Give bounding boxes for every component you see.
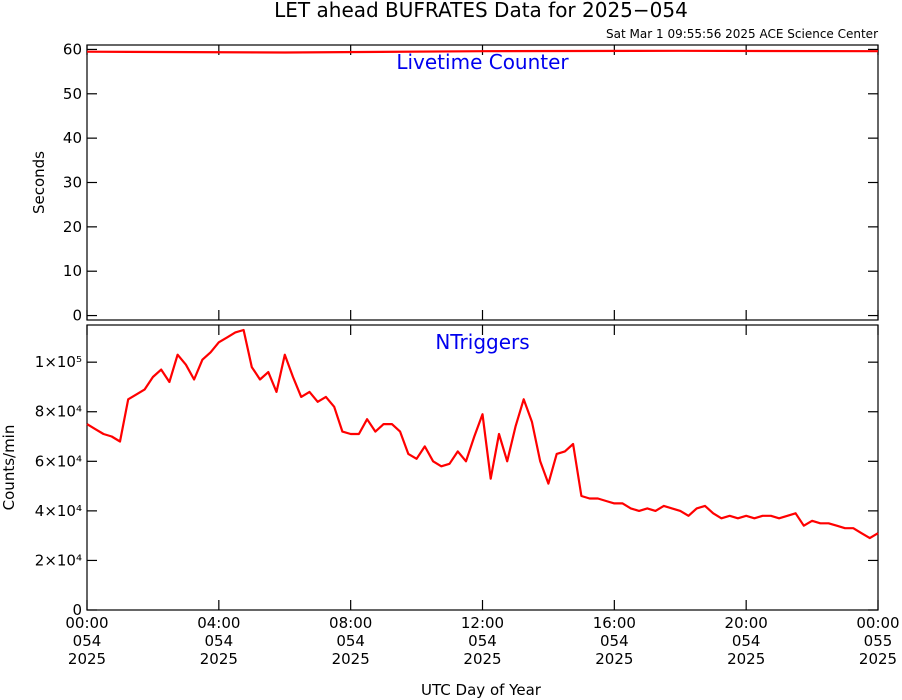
x-tick-label: 00:00 xyxy=(65,614,108,632)
data-line xyxy=(86,328,879,540)
x-tick-label: 2025 xyxy=(595,650,633,668)
x-tick-label: 2025 xyxy=(200,650,238,668)
x-tick-label: 2025 xyxy=(727,650,765,668)
x-tick-label: 08:00 xyxy=(329,614,372,632)
y-tick-label: 40 xyxy=(63,129,82,147)
y-tick-label: 60 xyxy=(63,40,82,58)
y-tick-label: 20 xyxy=(63,218,82,236)
y-tick-label: 6×10⁴ xyxy=(35,452,82,470)
data-line xyxy=(86,49,879,54)
annotation: NTriggers xyxy=(435,330,529,354)
y-tick-label: 4×10⁴ xyxy=(35,502,82,520)
y-tick-label: 2×10⁴ xyxy=(35,551,82,569)
x-tick-label: 2025 xyxy=(463,650,501,668)
y-tick-label: 0 xyxy=(72,307,82,325)
x-tick-label: 054 xyxy=(468,632,497,650)
subtitle: Sat Mar 1 09:55:56 2025 ACE Science Cent… xyxy=(606,27,878,41)
y-tick-label: 8×10⁴ xyxy=(35,403,82,421)
x-tick-label: 2025 xyxy=(859,650,897,668)
y-axis-label: Counts/min xyxy=(0,425,18,511)
y-axis-label: Seconds xyxy=(30,151,48,214)
y-tick-label: 0 xyxy=(72,601,82,619)
x-tick-label: 054 xyxy=(73,632,102,650)
annotation: Livetime Counter xyxy=(396,50,569,74)
x-tick-label: 00:00 xyxy=(856,614,899,632)
x-tick-label: 2025 xyxy=(332,650,370,668)
x-tick-label: 04:00 xyxy=(197,614,240,632)
y-tick-label: 50 xyxy=(63,85,82,103)
x-tick-label: 054 xyxy=(336,632,365,650)
x-tick-label: 20:00 xyxy=(725,614,768,632)
y-tick-label: 1×10⁵ xyxy=(35,353,82,371)
x-tick-label: 054 xyxy=(600,632,629,650)
plot-frame xyxy=(86,44,879,321)
x-tick-label: 16:00 xyxy=(593,614,636,632)
chart-title: LET ahead BUFRATES Data for 2025−054 xyxy=(274,0,688,22)
plot-frame xyxy=(86,324,879,611)
x-tick-label: 12:00 xyxy=(461,614,504,632)
x-tick-label: 054 xyxy=(732,632,761,650)
x-tick-label: 054 xyxy=(205,632,234,650)
x-tick-label: 055 xyxy=(864,632,893,650)
y-tick-label: 10 xyxy=(63,262,82,280)
y-tick-label: 30 xyxy=(63,174,82,192)
x-axis-label: UTC Day of Year xyxy=(421,681,542,699)
x-tick-label: 2025 xyxy=(68,650,106,668)
